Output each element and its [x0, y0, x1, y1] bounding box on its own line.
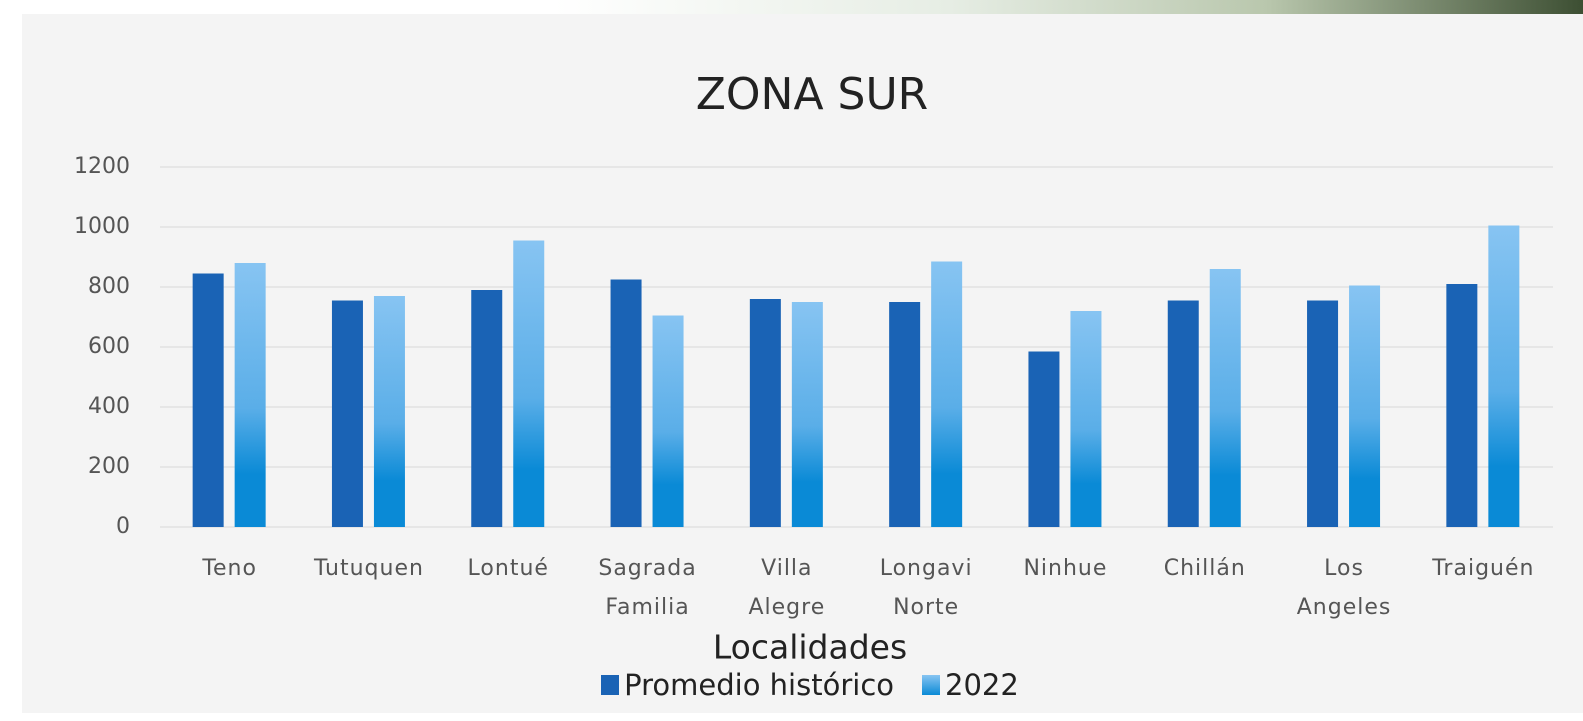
- y-tick-label: 1000: [74, 214, 130, 239]
- y-tick-label: 200: [88, 454, 130, 479]
- y-tick-label: 1200: [74, 154, 130, 179]
- x-tick-label: Sagrada Familia: [598, 549, 696, 627]
- bar: [471, 290, 502, 527]
- bar: [1446, 284, 1477, 527]
- bar: [1168, 301, 1199, 528]
- bar: [235, 263, 266, 527]
- y-tick-label: 800: [88, 274, 130, 299]
- bar: [1028, 352, 1059, 528]
- legend-swatch: [601, 675, 619, 695]
- bar: [1349, 286, 1380, 528]
- legend-label: 2022: [945, 668, 1019, 702]
- x-tick-label: Ninhue: [1023, 549, 1107, 588]
- x-tick-label: Los Angeles: [1297, 549, 1392, 627]
- bar: [792, 302, 823, 527]
- bar: [653, 316, 684, 528]
- page: {"chart_data": {"type": "bar", "title": …: [0, 0, 1583, 721]
- legend-swatch: [922, 675, 940, 695]
- x-tick-label: Teno: [202, 549, 257, 588]
- bar: [1488, 226, 1519, 528]
- x-tick-label: Chillán: [1164, 549, 1246, 588]
- legend-item: 2022: [922, 668, 1019, 702]
- x-tick-label: Tutuquen: [314, 549, 424, 588]
- bar: [1210, 269, 1241, 527]
- x-axis-title: Localidades: [713, 628, 907, 667]
- chart-title: ZONA SUR: [696, 69, 928, 120]
- x-tick-label: Lontué: [468, 549, 549, 588]
- x-tick-label: Traiguén: [1432, 549, 1534, 588]
- bar: [193, 274, 224, 528]
- legend-item: Promedio histórico: [601, 668, 894, 702]
- bar: [931, 262, 962, 528]
- x-tick-label: Villa Alegre: [748, 549, 825, 627]
- y-tick-label: 400: [88, 394, 130, 419]
- bar: [332, 301, 363, 528]
- bar: [374, 296, 405, 527]
- y-tick-label: 0: [116, 514, 130, 539]
- bar: [750, 299, 781, 527]
- legend-label: Promedio histórico: [624, 668, 894, 702]
- bar: [513, 241, 544, 528]
- y-tick-label: 600: [88, 334, 130, 359]
- bar: [611, 280, 642, 528]
- bar: [889, 302, 920, 527]
- legend: Promedio histórico 2022: [0, 668, 1583, 702]
- x-tick-label: Longavi Norte: [880, 549, 973, 627]
- bar: [1070, 311, 1101, 527]
- bar: [1307, 301, 1338, 528]
